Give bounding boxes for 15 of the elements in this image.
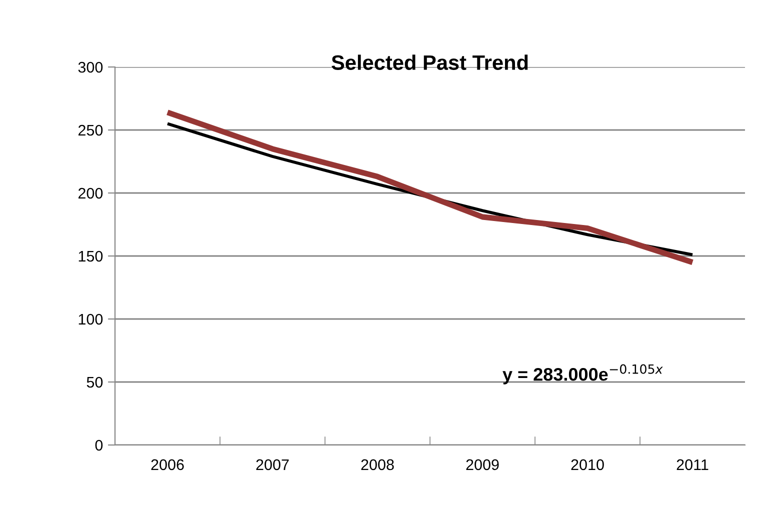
y-tick-label: 150 [78, 250, 103, 262]
y-tick-label: 300 [78, 62, 103, 73]
x-tick-label: 2007 [256, 459, 289, 470]
annotation: y = 283.000e$^{−0.105x}$ [502, 364, 663, 384]
y-tick-label: 0 [95, 440, 103, 451]
x-tick-label: 2010 [571, 459, 604, 470]
x-tick-label: 2011 [676, 459, 708, 470]
chart-title: Selected Past Trend [332, 54, 528, 70]
x-tick-label: 2006 [151, 459, 184, 470]
y-tick-label: 50 [86, 376, 103, 388]
x-tick-label: 2009 [466, 459, 499, 470]
y-tick-label: 200 [78, 188, 103, 199]
y-tick-label: 250 [78, 124, 103, 136]
x-tick-label: 2008 [361, 459, 394, 470]
y-tick-label: 100 [78, 314, 103, 325]
